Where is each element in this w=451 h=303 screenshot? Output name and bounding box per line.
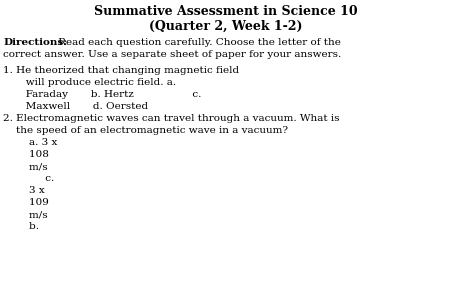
Text: Directions:: Directions: [3,38,67,47]
Text: 2. Electromagnetic waves can travel through a vacuum. What is: 2. Electromagnetic waves can travel thro… [3,114,340,123]
Text: Maxwell       d. Oersted: Maxwell d. Oersted [3,102,148,111]
Text: 1. He theorized that changing magnetic field: 1. He theorized that changing magnetic f… [3,66,239,75]
Text: (Quarter 2, Week 1-2): (Quarter 2, Week 1-2) [149,20,302,33]
Text: c.: c. [3,174,54,183]
Text: Read each question carefully. Choose the letter of the: Read each question carefully. Choose the… [55,38,341,47]
Text: a. 3 x: a. 3 x [3,138,57,147]
Text: 3 x: 3 x [3,186,45,195]
Text: Summative Assessment in Science 10: Summative Assessment in Science 10 [94,5,357,18]
Text: b.: b. [3,222,39,231]
Text: correct answer. Use a separate sheet of paper for your answers.: correct answer. Use a separate sheet of … [3,50,341,59]
Text: 108: 108 [3,150,49,159]
Text: m/s: m/s [3,162,48,171]
Text: m/s: m/s [3,210,48,219]
Text: the speed of an electromagnetic wave in a vacuum?: the speed of an electromagnetic wave in … [3,126,288,135]
Text: Faraday       b. Hertz                  c.: Faraday b. Hertz c. [3,90,202,99]
Text: 109: 109 [3,198,49,207]
Text: will produce electric field. a.: will produce electric field. a. [3,78,176,87]
